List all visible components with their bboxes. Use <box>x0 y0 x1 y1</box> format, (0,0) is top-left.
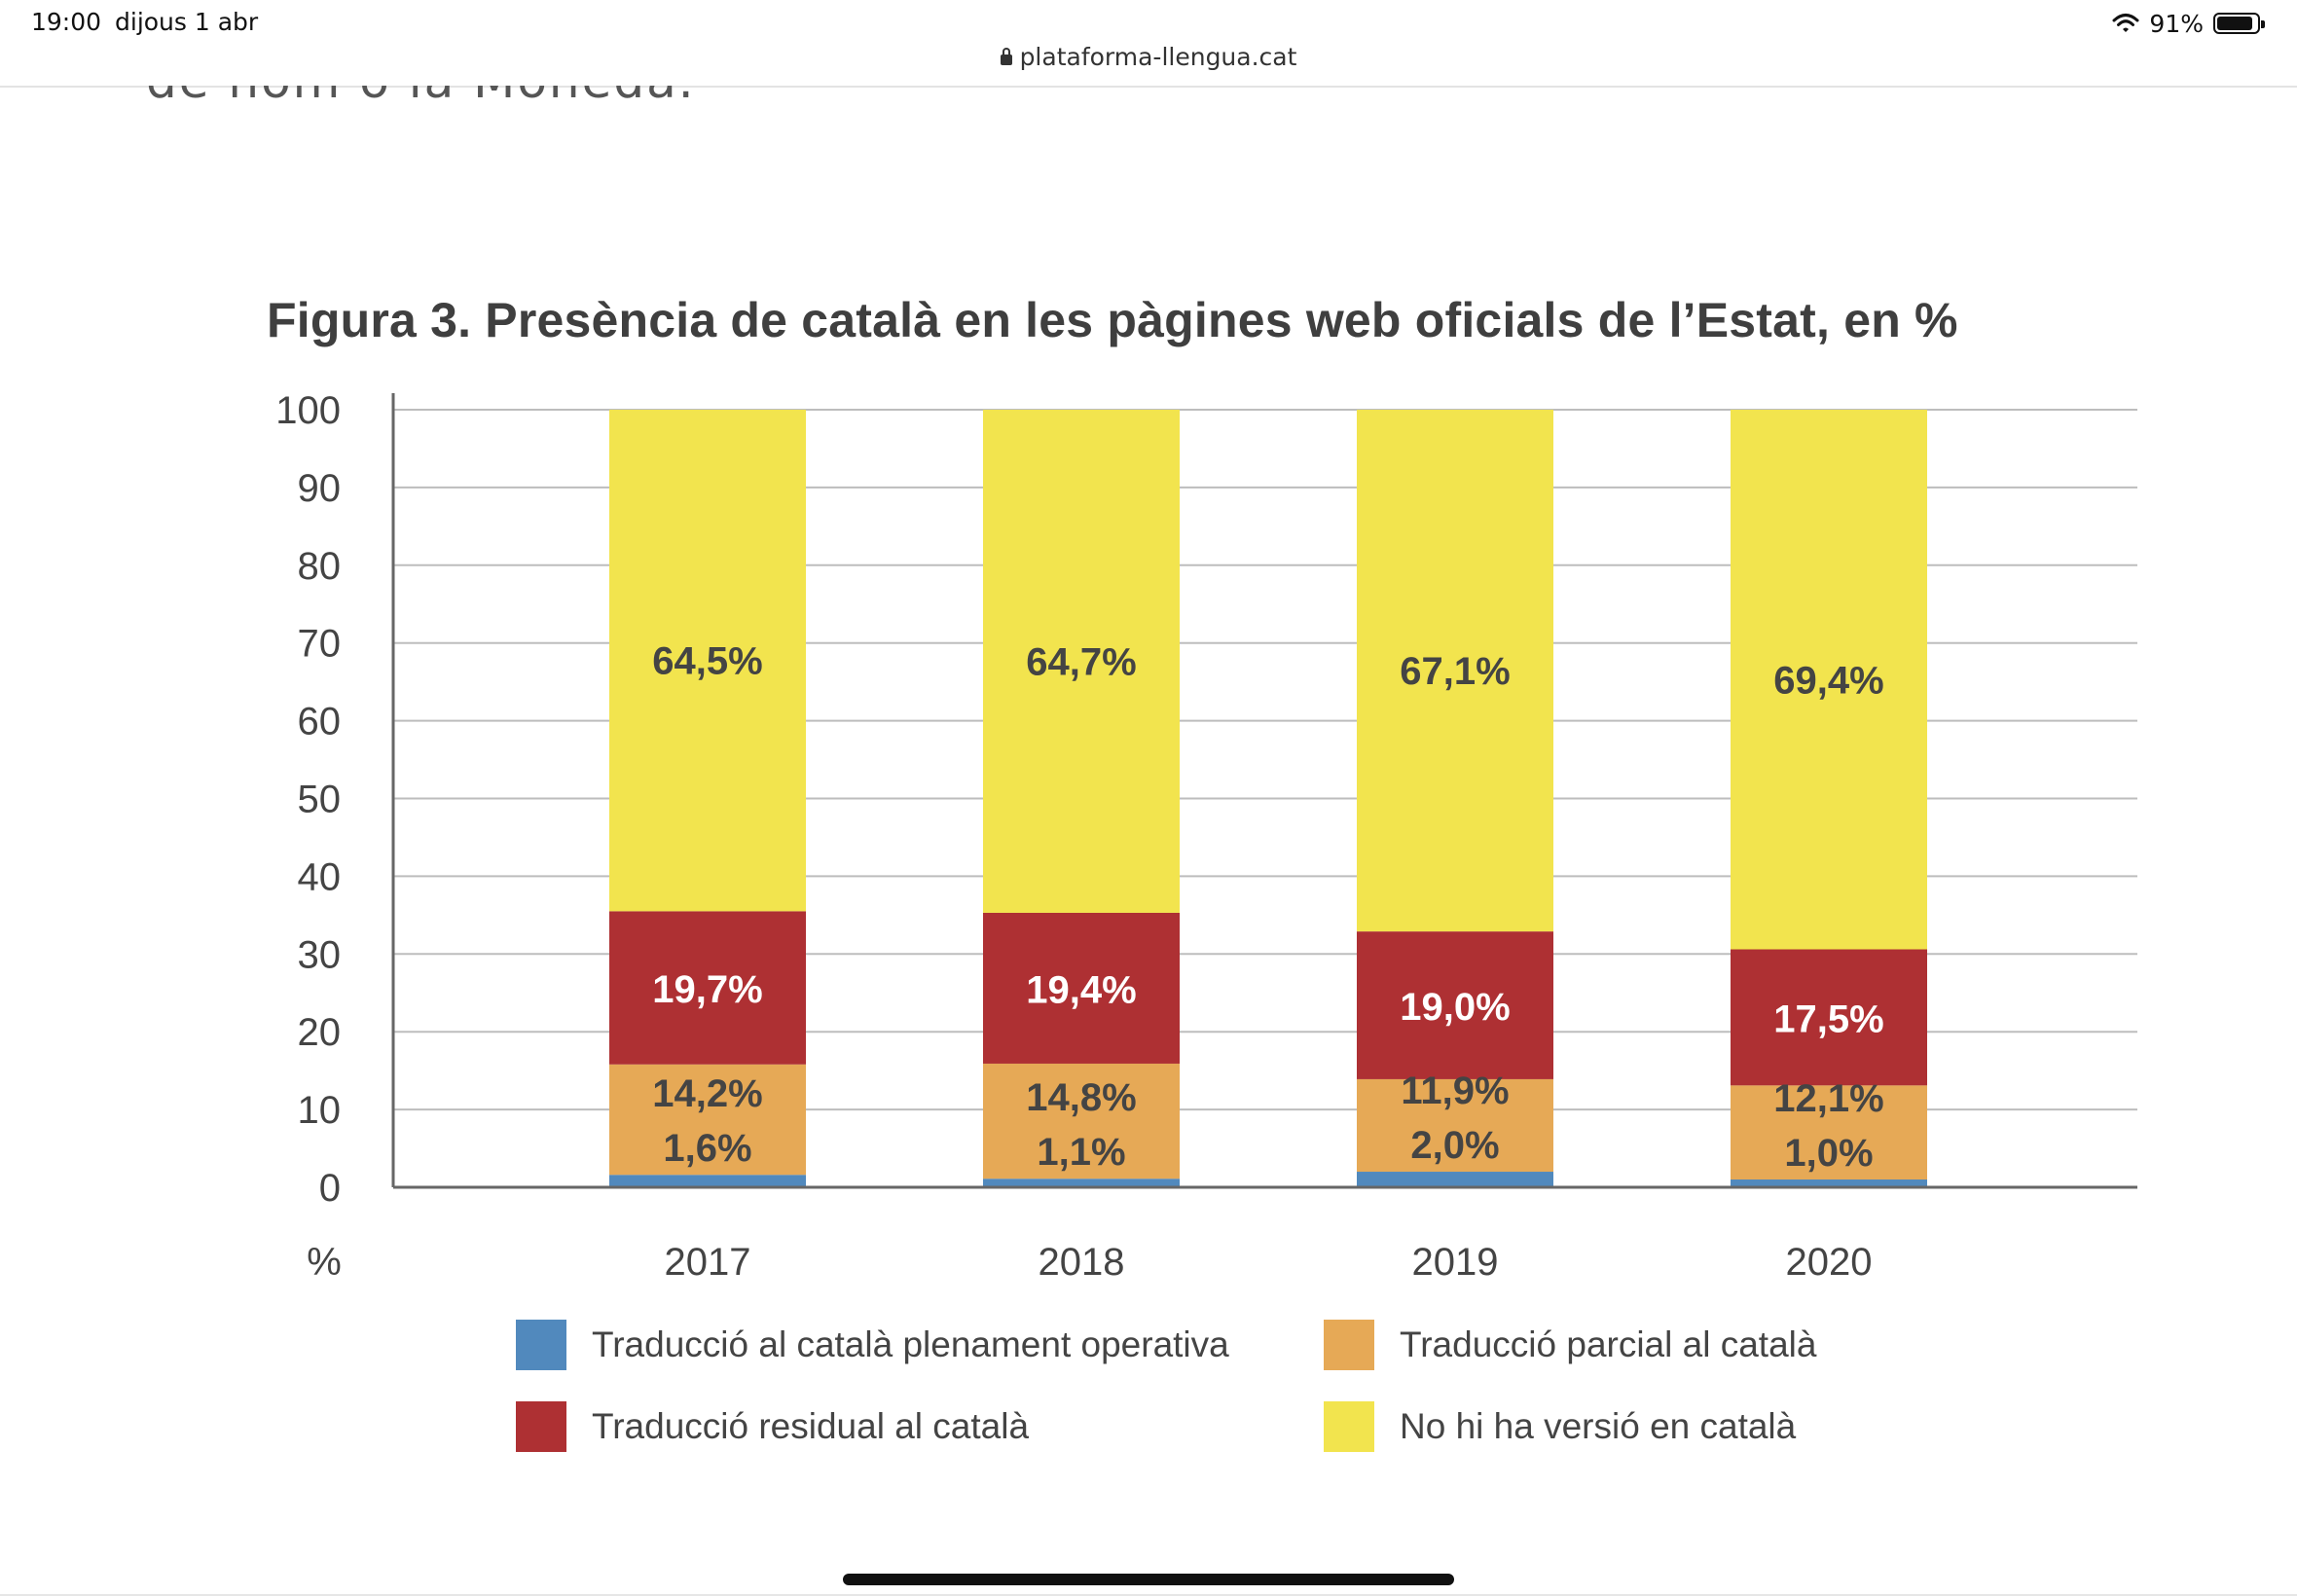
data-label: 1,6% <box>663 1127 751 1170</box>
battery-level <box>2217 17 2253 30</box>
wifi-icon <box>2112 14 2139 32</box>
data-label: 11,9% <box>1401 1070 1509 1112</box>
battery-icon <box>2213 13 2265 34</box>
y-tick-label: 50 <box>298 779 342 821</box>
bottom-edge <box>0 1594 2297 1596</box>
data-label: 19,7% <box>652 968 762 1011</box>
y-tick-label: 40 <box>298 855 342 898</box>
bar-segment <box>983 912 1180 1064</box>
bar-segment <box>609 410 806 912</box>
data-label: 64,7% <box>1026 640 1136 683</box>
x-tick-label: 2019 <box>1412 1241 1499 1284</box>
y-tick-label: 10 <box>298 1089 342 1132</box>
x-tick-label: 2018 <box>1039 1241 1125 1284</box>
legend-label: Traducció al català plenament operativa <box>592 1324 1229 1364</box>
bars <box>609 410 1927 1187</box>
y-tick-label: 100 <box>275 389 341 432</box>
bar-segment <box>983 410 1180 913</box>
y-tick-label: 80 <box>298 545 342 588</box>
data-label: 1,0% <box>1784 1132 1873 1175</box>
legend-swatch <box>516 1320 566 1370</box>
home-indicator[interactable] <box>843 1574 1454 1585</box>
bar-segment <box>1731 1085 1927 1180</box>
bar-segment <box>1357 410 1553 932</box>
battery-percent: 91% <box>2149 9 2204 38</box>
y-tick-label: 30 <box>298 933 342 976</box>
toolbar-divider <box>0 86 2297 88</box>
data-label: 17,5% <box>1773 998 1883 1040</box>
legend-swatch <box>516 1401 566 1452</box>
data-label: 69,4% <box>1773 659 1883 702</box>
address-bar[interactable]: plataforma-llengua.cat <box>0 43 2297 71</box>
data-label: 2,0% <box>1410 1124 1499 1167</box>
data-label: 14,8% <box>1026 1076 1136 1119</box>
figure-title: Figura 3. Presència de català en les pàg… <box>267 293 1958 347</box>
data-label: 19,0% <box>1400 986 1510 1029</box>
legend-label: Traducció residual al català <box>592 1406 1030 1446</box>
legend-item: Traducció parcial al català <box>1324 1320 1816 1370</box>
y-axis-label: % <box>307 1241 342 1284</box>
bar-segment <box>1357 931 1553 1079</box>
bar-segment <box>1357 1172 1553 1187</box>
bar-segment <box>983 1179 1180 1187</box>
x-tick-label: 2020 <box>1786 1241 1873 1284</box>
bar-segment <box>1731 410 1927 950</box>
bar-segment <box>1357 1078 1553 1173</box>
bar-segment <box>609 1175 806 1187</box>
y-tick-label: 90 <box>298 467 342 510</box>
bar-segment <box>609 1064 806 1176</box>
legend-swatch <box>1324 1401 1374 1452</box>
y-tick-label: 20 <box>298 1011 342 1054</box>
data-label: 12,1% <box>1773 1077 1883 1120</box>
legend-swatch <box>1324 1320 1374 1370</box>
legend-label: Traducció parcial al català <box>1400 1324 1817 1364</box>
bar-segment <box>1731 1179 1927 1187</box>
bar-segment <box>1731 949 1927 1086</box>
status-indicators: 91% <box>2112 8 2265 39</box>
data-label: 19,4% <box>1026 968 1136 1011</box>
bar-segment <box>609 911 806 1065</box>
data-label: 67,1% <box>1400 650 1510 693</box>
y-tick-label: 0 <box>319 1167 341 1210</box>
legend-item: No hi ha versió en català <box>1324 1401 1796 1452</box>
data-labels: 1,6% 14,2% 19,7% 64,5% 1,1% 14,8% 19,4% 64,7% 2,… <box>652 640 1883 1175</box>
legend-item: Traducció al català plenament operativa <box>516 1320 1229 1370</box>
clipped-previous-text: de nom o la Moneda. <box>146 86 925 99</box>
status-bar: 19:00 dijous 1 abr 91% plataforma-llengu… <box>0 0 2297 84</box>
legend-item: Traducció residual al català <box>516 1401 1029 1452</box>
status-time: 19:00 <box>31 8 102 36</box>
legend-label: No hi ha versió en català <box>1400 1406 1797 1446</box>
y-tick-label: 70 <box>298 623 342 666</box>
data-label: 64,5% <box>652 640 762 683</box>
y-tick-label: 60 <box>298 701 342 744</box>
lock-icon <box>1000 48 1012 65</box>
status-date: dijous 1 abr <box>115 8 259 36</box>
data-label: 1,1% <box>1037 1131 1125 1174</box>
data-label: 14,2% <box>652 1072 762 1115</box>
url-text: plataforma-llengua.cat <box>1019 43 1297 71</box>
x-tick-label: 2017 <box>665 1241 751 1284</box>
bar-segment <box>983 1063 1180 1179</box>
